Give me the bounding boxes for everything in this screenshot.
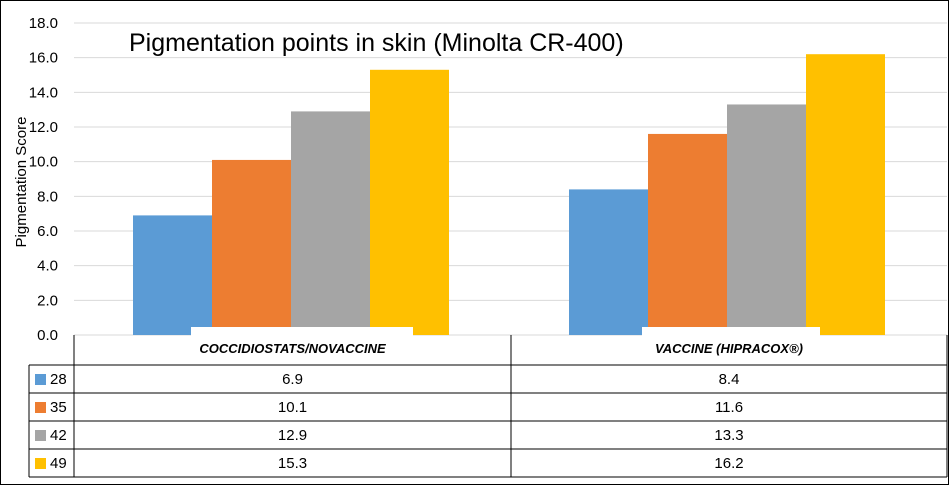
y-axis-ticks: 0.0 2.0 4.0 6.0 8.0 10.0 12.0 14.0 16.0 18.0 (29, 15, 58, 344)
table-cell-value: 10.1 (278, 399, 307, 416)
chart-title: Pigmentation points in skin (Minolta CR-… (129, 29, 624, 57)
y-tick-label: 4.0 (37, 258, 58, 275)
table-cell-value: 15.3 (278, 455, 307, 472)
y-tick-label: 14.0 (29, 84, 58, 101)
category-label: VACCINE (HIPRACOX®) (655, 341, 803, 356)
bar (133, 215, 212, 335)
legend-label: 42 (50, 427, 67, 444)
category-header-box (191, 327, 413, 339)
legend-swatch (35, 374, 46, 385)
table-cell-value: 6.9 (282, 371, 303, 388)
y-tick-label: 0.0 (37, 327, 58, 344)
legend-label: 28 (50, 371, 67, 388)
bar (370, 69, 449, 336)
table-cell-value: 16.2 (714, 455, 743, 472)
bars (133, 54, 885, 336)
bar (212, 159, 291, 335)
legend-swatch (35, 430, 46, 441)
y-tick-label: 6.0 (37, 223, 58, 240)
bar (291, 111, 370, 336)
y-tick-label: 18.0 (29, 15, 58, 32)
y-tick-label: 10.0 (29, 154, 58, 171)
y-axis-label: Pigmentation Score (13, 117, 30, 248)
legend-label: 49 (50, 455, 67, 472)
bar (569, 189, 648, 335)
legend-swatch (35, 458, 46, 469)
bar (806, 54, 885, 335)
y-tick-label: 8.0 (37, 188, 58, 205)
y-tick-label: 16.0 (29, 50, 58, 67)
y-tick-label: 2.0 (37, 292, 58, 309)
bar (648, 133, 727, 335)
data-table: COCCIDIOSTATS/NOVACCINE VACCINE (HIPRACOX… (28, 327, 948, 478)
table-cell-value: 11.6 (715, 399, 743, 416)
category-header-box (642, 327, 820, 339)
table-cell-value: 8.4 (719, 371, 740, 388)
legend-swatch (35, 402, 46, 413)
bar (727, 104, 806, 335)
legend-label: 35 (50, 399, 67, 416)
category-label: COCCIDIOSTATS/NOVACCINE (199, 341, 386, 356)
y-tick-label: 12.0 (29, 119, 58, 136)
table-cell-value: 13.3 (714, 427, 743, 444)
table-cell-value: 12.9 (278, 427, 307, 444)
